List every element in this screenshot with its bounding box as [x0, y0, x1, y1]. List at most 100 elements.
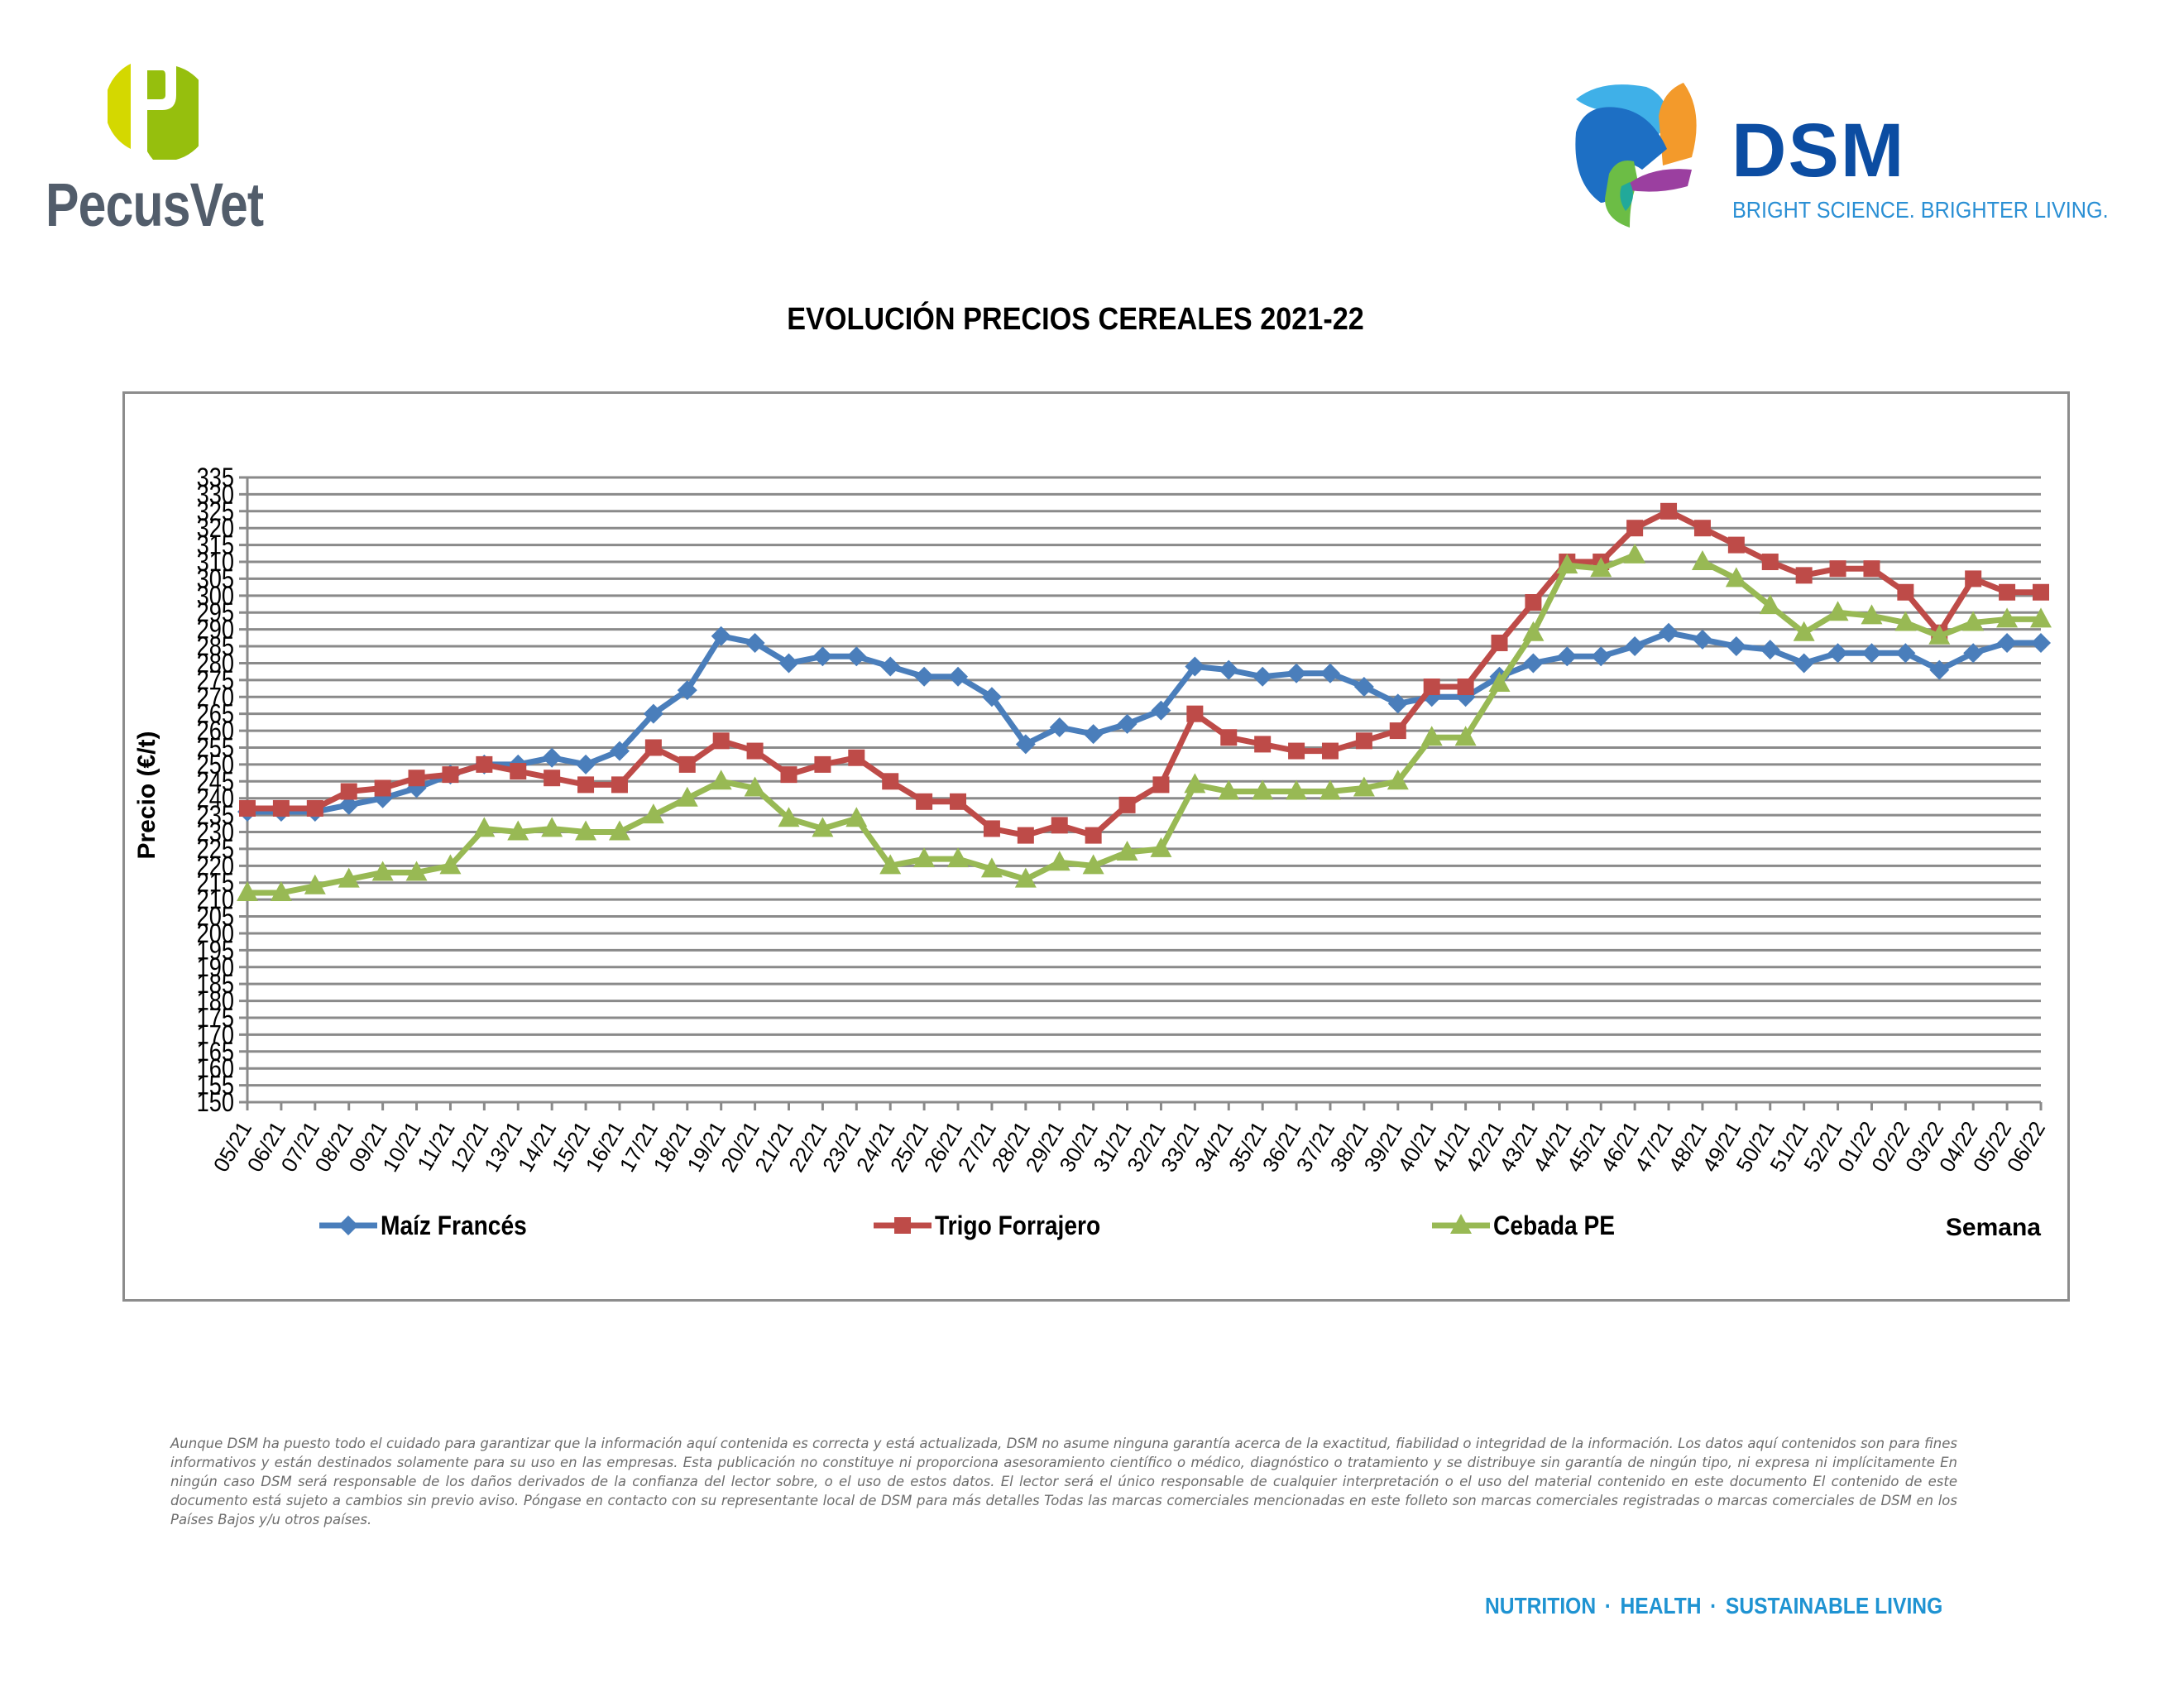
y-tick-label: 235: [197, 801, 234, 831]
data-point: [744, 776, 766, 797]
data-point: [1827, 643, 1848, 664]
data-point: [1626, 520, 1644, 537]
data-point: [1254, 736, 1272, 753]
data-point: [1118, 796, 1136, 813]
y-tick-label: 160: [197, 1054, 234, 1084]
data-point: [1220, 729, 1238, 746]
data-point: [1894, 611, 1917, 631]
data-point: [1727, 536, 1745, 554]
y-tick-label: 325: [197, 497, 234, 527]
footer-item-sustainable-living: SUSTAINABLE LIVING: [1725, 1593, 1943, 1618]
footer-item-health: HEALTH: [1620, 1593, 1702, 1618]
data-point: [1760, 640, 1780, 660]
data-point: [1827, 601, 1849, 621]
data-point: [541, 817, 563, 837]
y-tick-label: 175: [197, 1004, 234, 1033]
data-point: [340, 783, 357, 800]
data-point: [1962, 611, 1985, 631]
y-tick-label: 215: [197, 869, 234, 899]
data-point: [710, 770, 732, 790]
y-tick-label: 270: [197, 683, 234, 712]
data-point: [1389, 722, 1406, 740]
data-point: [1420, 726, 1443, 746]
data-point: [1083, 724, 1104, 745]
data-point: [507, 820, 529, 841]
y-tick-label: 265: [197, 700, 234, 730]
data-point: [371, 861, 394, 881]
data-point: [1051, 817, 1068, 834]
pecusvet-p-icon: [108, 64, 199, 160]
data-point: [405, 861, 428, 881]
data-point: [2033, 583, 2049, 601]
y-tick-label: 250: [197, 750, 234, 780]
data-point: [2031, 632, 2051, 653]
data-point: [848, 749, 865, 766]
data-point: [577, 776, 595, 794]
disclaimer-text: Aunque DSM ha puesto todo el cuidado par…: [170, 1436, 1957, 1527]
data-point: [880, 656, 901, 677]
data-point: [1387, 693, 1408, 714]
data-point: [1624, 543, 1646, 563]
data-point: [1659, 622, 1679, 643]
data-point: [814, 755, 831, 773]
data-point: [1319, 779, 1341, 800]
data-point: [1152, 776, 1170, 794]
data-point: [1116, 841, 1138, 861]
data-point: [1829, 560, 1846, 578]
y-tick-label: 205: [197, 903, 234, 933]
data-point: [1660, 502, 1678, 520]
data-point: [1794, 653, 1814, 674]
data-point: [1726, 636, 1746, 657]
y-tick-label: 255: [197, 733, 234, 763]
data-point: [237, 880, 258, 901]
data-point: [1353, 776, 1375, 797]
y-tick-label: 155: [197, 1072, 234, 1101]
data-point: [442, 766, 459, 784]
data-point: [1897, 583, 1914, 601]
data-point: [1861, 643, 1882, 664]
data-point: [678, 755, 696, 773]
data-point: [879, 854, 902, 875]
data-point: [711, 626, 731, 646]
y-tick-label: 200: [197, 919, 234, 949]
data-point: [1015, 734, 1036, 755]
data-point: [1218, 779, 1240, 800]
data-point: [270, 880, 292, 901]
gridlines: [239, 476, 2043, 1110]
data-point: [643, 703, 663, 724]
data-point: [1523, 653, 1544, 674]
data-point: [1252, 779, 1274, 800]
data-point: [239, 799, 256, 817]
data-point: [1355, 732, 1372, 750]
data-point: [1017, 827, 1034, 844]
y-tick-label: 185: [197, 970, 234, 1000]
x-axis-label: Semana: [1946, 1214, 2041, 1241]
y-tick-label: 225: [197, 835, 234, 865]
data-point: [1795, 567, 1813, 584]
data-point: [916, 793, 933, 810]
y-tick-label: 190: [197, 953, 234, 983]
data-point: [1252, 666, 1273, 687]
data-point: [1997, 632, 2018, 653]
data-point: [575, 820, 597, 841]
data-point: [1963, 643, 1984, 664]
data-point: [780, 766, 797, 784]
data-point: [1965, 570, 1982, 587]
y-tick-label: 320: [197, 514, 234, 544]
y-tick-label: 280: [197, 649, 234, 679]
legend-label: Trigo Forrajero: [935, 1211, 1100, 1240]
data-point: [1693, 520, 1711, 537]
y-tick-label: 260: [197, 717, 234, 746]
y-tick-label: 220: [197, 851, 234, 881]
data-point: [1759, 594, 1781, 615]
data-point: [913, 847, 936, 868]
data-point: [1929, 659, 1950, 680]
data-point: [644, 739, 662, 756]
data-point: [608, 820, 630, 841]
data-point: [846, 646, 867, 667]
dsm-tagline: BRIGHT SCIENCE. BRIGHTER LIVING.: [1732, 197, 2109, 223]
data-point: [1725, 567, 1747, 587]
data-point: [1761, 554, 1779, 571]
data-point: [1556, 554, 1578, 574]
data-point: [306, 799, 323, 817]
